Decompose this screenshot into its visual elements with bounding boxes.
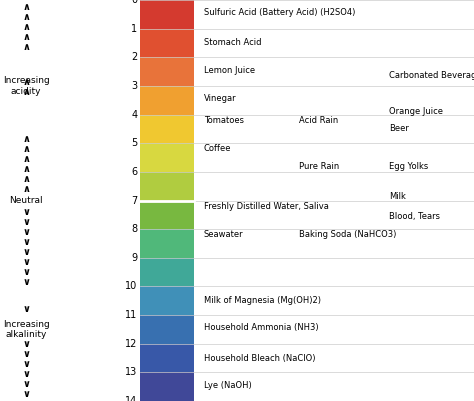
- Text: Egg Yolks: Egg Yolks: [389, 162, 428, 171]
- Text: ∧: ∧: [22, 2, 30, 12]
- Text: Milk of Magnesia (Mg(OH)2): Milk of Magnesia (Mg(OH)2): [204, 296, 321, 305]
- Text: Acid Rain: Acid Rain: [299, 116, 338, 125]
- Text: 7: 7: [131, 196, 137, 205]
- Text: Increasing
alkalinity: Increasing alkalinity: [3, 320, 49, 339]
- Text: 8: 8: [131, 224, 137, 234]
- Text: Stomach Acid: Stomach Acid: [204, 38, 261, 47]
- Text: 9: 9: [131, 253, 137, 263]
- Text: Blood, Tears: Blood, Tears: [389, 212, 440, 221]
- Text: Household Bleach (NaClO): Household Bleach (NaClO): [204, 354, 315, 363]
- Text: Household Ammonia (NH3): Household Ammonia (NH3): [204, 324, 319, 332]
- Text: ∨: ∨: [22, 339, 30, 349]
- Text: ∧: ∧: [22, 154, 30, 164]
- Text: 1: 1: [131, 24, 137, 34]
- Text: ∨: ∨: [22, 304, 30, 314]
- Text: Coffee: Coffee: [204, 144, 231, 154]
- Text: Milk: Milk: [389, 192, 406, 201]
- Text: Sulfuric Acid (Battery Acid) (H2SO4): Sulfuric Acid (Battery Acid) (H2SO4): [204, 8, 355, 17]
- Text: ∧: ∧: [22, 32, 30, 42]
- Text: 4: 4: [131, 109, 137, 119]
- Text: ∧: ∧: [22, 184, 30, 194]
- Text: Increasing
acidity: Increasing acidity: [3, 76, 49, 95]
- Text: ∨: ∨: [22, 389, 30, 399]
- Text: Vinegar: Vinegar: [204, 94, 237, 103]
- Text: Orange Juice: Orange Juice: [389, 107, 443, 116]
- Text: ∨: ∨: [22, 217, 30, 227]
- Text: ∧: ∧: [22, 77, 30, 87]
- Text: Freshly Distilled Water, Saliva: Freshly Distilled Water, Saliva: [204, 202, 328, 211]
- Text: ∧: ∧: [22, 144, 30, 154]
- Text: ∨: ∨: [22, 277, 30, 287]
- Text: ∨: ∨: [22, 247, 30, 257]
- Text: Beer: Beer: [389, 124, 409, 134]
- Text: ∧: ∧: [22, 22, 30, 32]
- Text: Seawater: Seawater: [204, 230, 244, 239]
- Text: 0: 0: [131, 0, 137, 5]
- Text: ∨: ∨: [22, 237, 30, 247]
- Text: ∧: ∧: [22, 164, 30, 174]
- Text: ∨: ∨: [22, 267, 30, 277]
- Text: 12: 12: [125, 339, 137, 349]
- Text: 2: 2: [131, 52, 137, 62]
- Text: ∨: ∨: [22, 207, 30, 217]
- Text: ∨: ∨: [22, 349, 30, 359]
- Text: 6: 6: [131, 167, 137, 177]
- Text: ∨: ∨: [22, 359, 30, 369]
- Text: ∧: ∧: [22, 174, 30, 184]
- Text: Carbonated Beverages: Carbonated Beverages: [389, 71, 474, 81]
- Text: 10: 10: [125, 282, 137, 292]
- Text: 5: 5: [131, 138, 137, 148]
- Text: ∧: ∧: [22, 134, 30, 144]
- Text: ∨: ∨: [22, 227, 30, 237]
- Text: Neutral: Neutral: [9, 196, 43, 205]
- Text: 14: 14: [125, 396, 137, 401]
- Text: ∧: ∧: [22, 87, 30, 97]
- Text: Lye (NaOH): Lye (NaOH): [204, 381, 252, 390]
- Text: 3: 3: [131, 81, 137, 91]
- Text: ∧: ∧: [22, 42, 30, 52]
- Text: Lemon Juice: Lemon Juice: [204, 66, 255, 75]
- Text: Pure Rain: Pure Rain: [299, 162, 339, 171]
- Text: ∨: ∨: [22, 379, 30, 389]
- Text: 13: 13: [125, 367, 137, 377]
- Text: ∨: ∨: [22, 257, 30, 267]
- Text: ∨: ∨: [22, 369, 30, 379]
- Text: Baking Soda (NaHCO3): Baking Soda (NaHCO3): [299, 230, 396, 239]
- Text: 11: 11: [125, 310, 137, 320]
- Text: Tomatoes: Tomatoes: [204, 116, 244, 125]
- Text: ∧: ∧: [22, 12, 30, 22]
